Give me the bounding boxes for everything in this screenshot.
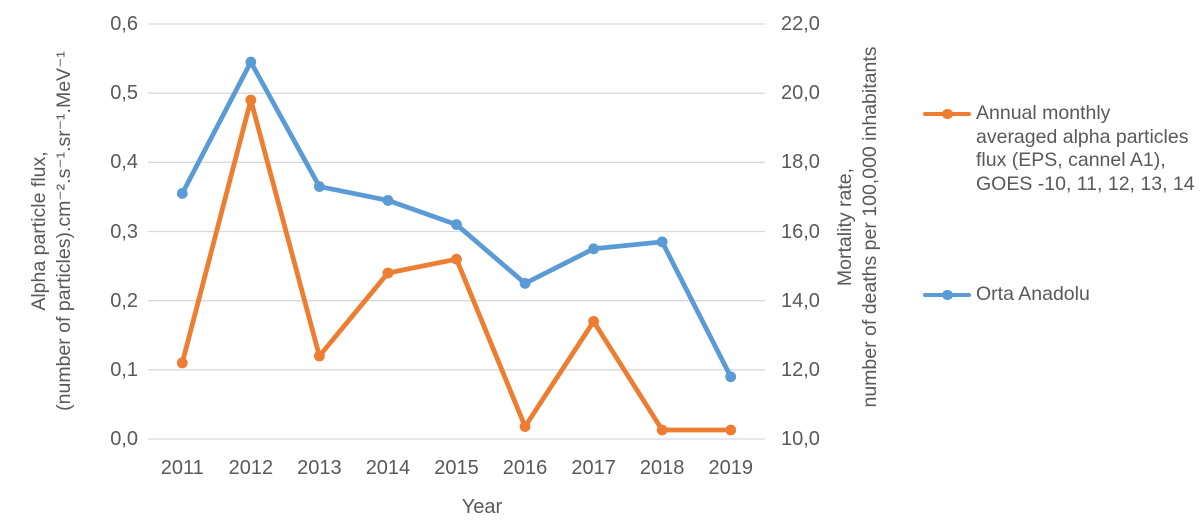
legend-entry-orta-anadolu: Orta Anadolu xyxy=(923,283,1090,307)
x-axis-tick: 2013 xyxy=(297,457,342,479)
y-axis-left-title-line2: (number of particles).cm⁻².s⁻¹.sr⁻¹.MeV⁻… xyxy=(53,51,75,411)
y-axis-left-tick: 0,1 xyxy=(110,358,138,381)
data-point-marker-orta-anadolu xyxy=(519,277,531,289)
y-axis-left-tick: 0,4 xyxy=(110,151,138,174)
y-axis-right-tick: 16,0 xyxy=(781,220,820,243)
legend-dot-icon xyxy=(942,108,953,119)
data-point-marker-annual-monthly-averaged- xyxy=(176,357,188,369)
y-axis-left-title: Alpha particle flux, (number of particle… xyxy=(27,51,77,411)
legend-label-line: averaged alpha particles xyxy=(976,125,1189,148)
y-axis-right-tick: 22,0 xyxy=(781,13,820,35)
data-point-marker-orta-anadolu xyxy=(382,194,394,206)
x-axis-tick: 2014 xyxy=(365,457,411,479)
legend-dot-icon xyxy=(942,289,953,300)
series-line-annual-monthly-averaged- xyxy=(179,97,734,433)
y-axis-right-title-line2: number of deaths per 100,000 inhabitants xyxy=(859,46,881,408)
legend-label-alpha-flux: Annual monthly averaged alpha particles … xyxy=(976,102,1195,196)
legend-label-line: Annual monthly xyxy=(976,102,1111,124)
y-axis-right-tick: 12,0 xyxy=(781,358,820,381)
y-axis-right-tick: 18,0 xyxy=(781,151,820,174)
y-axis-right-tick: 10,0 xyxy=(781,428,820,450)
legend-entry-alpha-flux: Annual monthly averaged alpha particles … xyxy=(923,102,1195,196)
data-point-marker-annual-monthly-averaged- xyxy=(451,253,462,265)
data-point-marker-annual-monthly-averaged- xyxy=(313,350,325,362)
data-point-marker-annual-monthly-averaged- xyxy=(656,424,668,436)
data-point-marker-annual-monthly-averaged- xyxy=(382,267,394,279)
x-axis-tick: 2012 xyxy=(228,457,274,479)
legend-label-line: Orta Anadolu xyxy=(976,283,1090,305)
y-axis-left-tick: 0,2 xyxy=(110,289,138,312)
data-point-marker-annual-monthly-averaged- xyxy=(588,316,600,327)
y-axis-left-tick: 0,0 xyxy=(110,428,138,450)
y-axis-left-title-line1: Alpha particle flux, xyxy=(28,151,50,311)
legend-line-marker-orange xyxy=(923,102,971,126)
y-axis-left-tick: 0,5 xyxy=(110,82,138,105)
y-axis-right-tick: 14,0 xyxy=(781,289,820,312)
y-axis-left-tick: 0,6 xyxy=(110,13,138,35)
x-axis-title: Year xyxy=(461,496,503,518)
x-axis-tick: 2016 xyxy=(502,457,548,479)
y-axis-right-tick: 20,0 xyxy=(781,82,820,105)
data-point-marker-orta-anadolu xyxy=(725,371,737,383)
data-point-marker-orta-anadolu xyxy=(656,236,668,248)
legend-line-marker-blue xyxy=(923,283,971,307)
legend-label-line: GOES -10, 11, 12, 13, 14 xyxy=(976,172,1195,195)
data-point-marker-orta-anadolu xyxy=(313,181,325,192)
y-axis-right-title-line1: Mortality rate, xyxy=(834,167,856,287)
x-axis-tick: 2018 xyxy=(639,457,685,479)
x-axis-tick: 2019 xyxy=(708,457,753,479)
x-axis-tick: 2017 xyxy=(571,457,616,479)
x-axis-tick: 2015 xyxy=(434,457,479,479)
legend-label-orta-anadolu: Orta Anadolu xyxy=(976,283,1090,307)
y-axis-left-tick: 0,3 xyxy=(110,220,138,243)
data-point-marker-orta-anadolu xyxy=(588,243,600,255)
data-point-marker-annual-monthly-averaged- xyxy=(519,421,531,432)
x-axis-tick: 2011 xyxy=(160,457,204,479)
y-axis-right-title: Mortality rate, number of deaths per 100… xyxy=(833,46,883,407)
data-point-marker-orta-anadolu xyxy=(451,219,462,230)
legend-label-line: flux (EPS, cannel A1), xyxy=(976,149,1166,171)
data-point-marker-orta-anadolu xyxy=(245,56,257,68)
data-point-marker-annual-monthly-averaged- xyxy=(725,424,737,436)
data-point-marker-orta-anadolu xyxy=(176,188,188,199)
data-point-marker-annual-monthly-averaged- xyxy=(245,94,257,106)
